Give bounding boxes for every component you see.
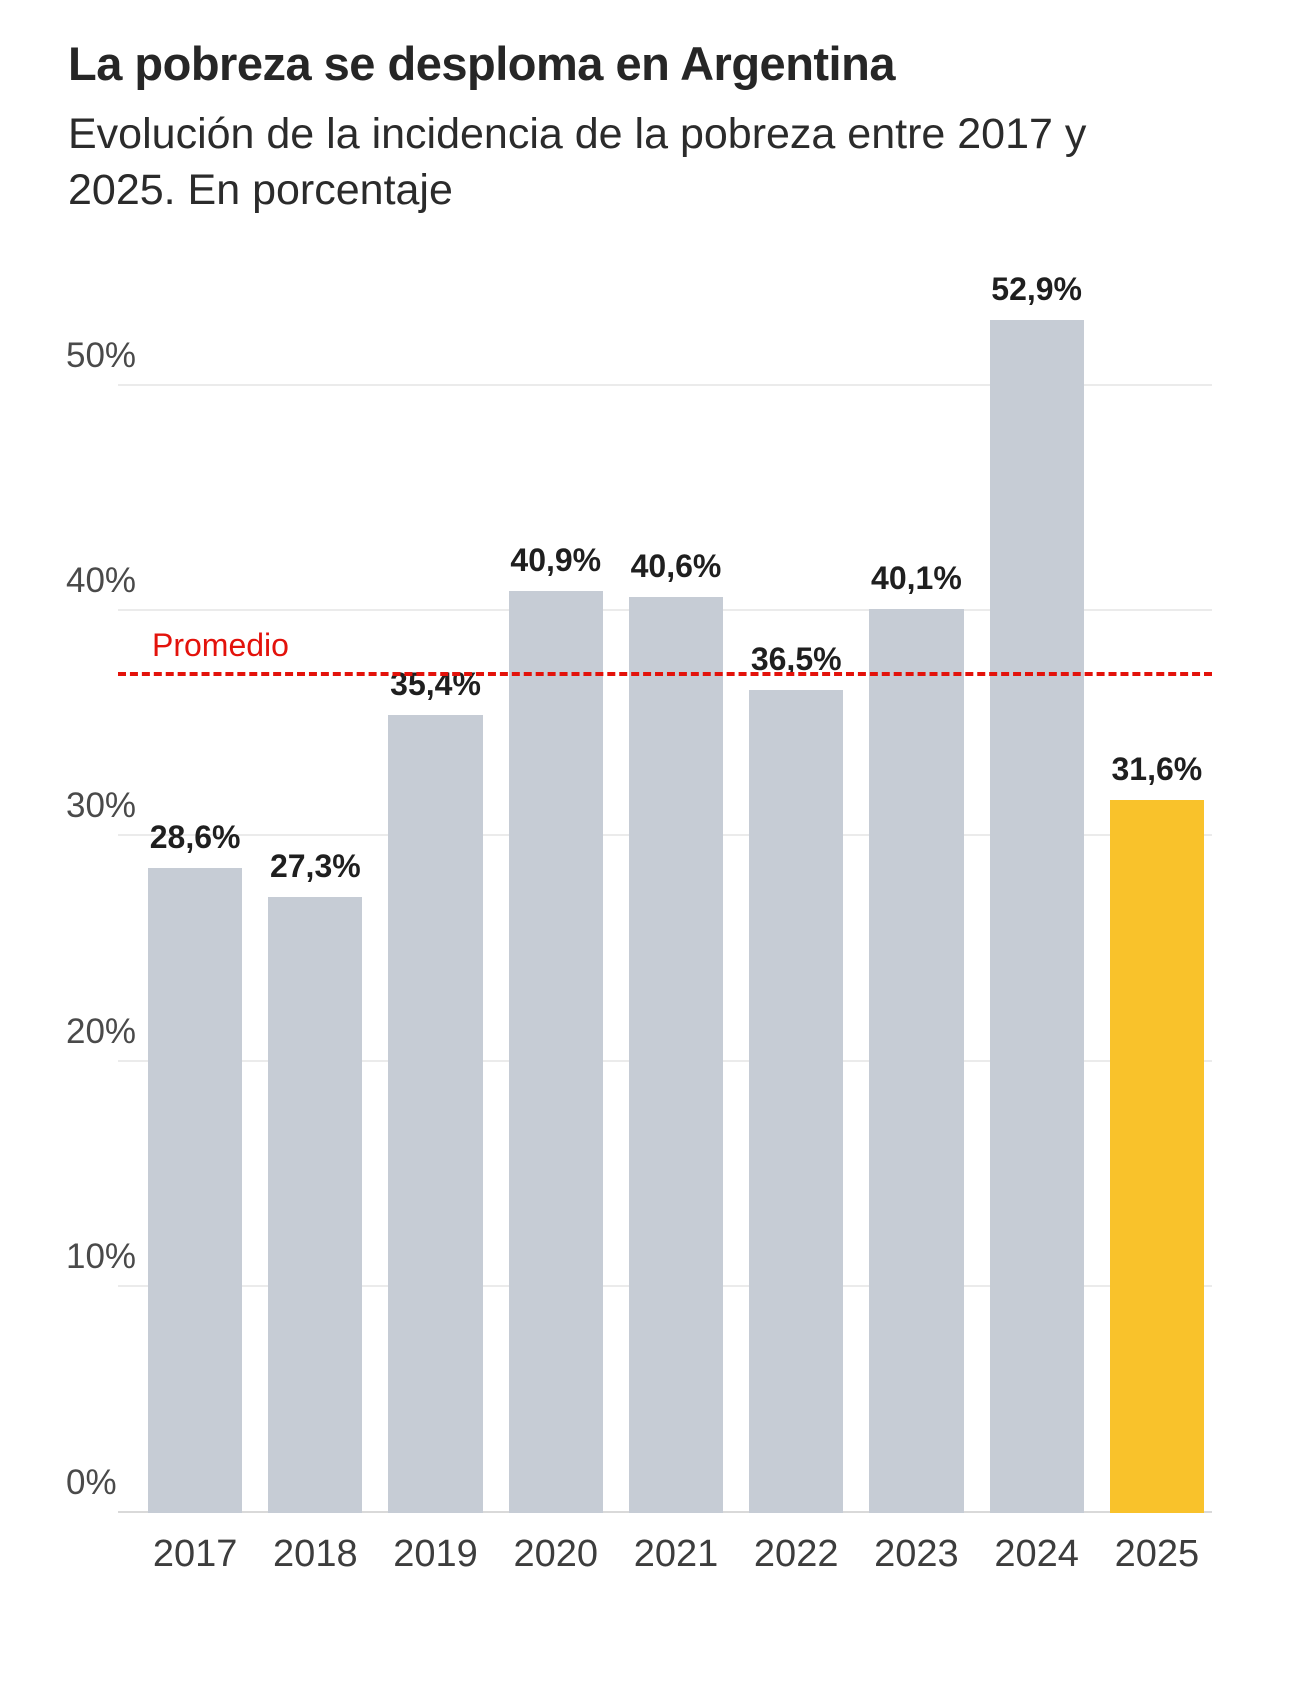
y-tick-label-10: 10% [66, 1237, 137, 1277]
bar-2023 [869, 608, 964, 1513]
y-tick-label-50: 50% [66, 335, 137, 375]
average-reference-line [118, 672, 1212, 677]
bar-cell-2024: 52,9% [989, 271, 1084, 1513]
bar-2017 [148, 867, 243, 1513]
chart-title: La pobreza se desploma en Argentina [68, 37, 895, 90]
x-tick-2023: 2023 [874, 1532, 959, 1575]
bar-2018 [268, 897, 363, 1513]
bars-row: 28,6% 27,3% 35,4% 40,9% 40,6% 36,5% 40,1% 52,9%… [140, 271, 1212, 1513]
bar-value-label-2018: 27,3% [269, 848, 361, 885]
bar-cell-2018: 27,3% [268, 273, 363, 1513]
x-tick-2024: 2024 [994, 1532, 1079, 1575]
bar-cell-2023: 40,1% [869, 273, 964, 1513]
bar-cell-2020: 40,9% [508, 273, 603, 1513]
x-tick-2019: 2019 [393, 1532, 478, 1575]
bar-cell-2025: 31,6% [1109, 273, 1204, 1513]
bar-value-label-2025: 31,6% [1111, 751, 1203, 788]
y-tick-label-20: 20% [66, 1011, 137, 1051]
x-tick-2025: 2025 [1114, 1532, 1200, 1575]
bar-cell-2017: 28,6% [148, 273, 243, 1513]
bar-cell-2021: 40,6% [628, 273, 724, 1513]
x-tick-2021: 2021 [633, 1532, 719, 1575]
x-tick-2022: 2022 [753, 1532, 839, 1575]
chart-header: La pobreza se desploma en Argentina Evol… [68, 36, 1212, 219]
bar-value-label-2022: 36,5% [750, 640, 842, 677]
bar-cell-2022: 36,5% [749, 273, 844, 1513]
bar-value-label-2023: 40,1% [871, 559, 962, 596]
bar-2024 [989, 320, 1084, 1513]
x-tick-2020: 2020 [513, 1532, 599, 1575]
plot-area: 0% 10% 20% 30% 40% 50% 28,6% 27,3% 35,4% 40,9% 40,… [66, 271, 1212, 1513]
bar-value-label-2024: 52,9% [991, 271, 1083, 308]
gridline-50 [118, 383, 1212, 386]
chart-subtitle: Evolución de la incidencia de la pobreza… [68, 110, 1087, 214]
bar-value-label-2017: 28,6% [149, 818, 241, 855]
x-tick-2018: 2018 [273, 1532, 358, 1575]
y-tick-label-0: 0% [66, 1462, 117, 1502]
x-tick-2017: 2017 [152, 1532, 238, 1575]
bar-2025 [1109, 800, 1204, 1513]
x-axis-labels: 2017 2018 2019 2020 2021 2022 2023 2024 2025 [140, 1533, 1212, 1576]
bar-value-label-2021: 40,6% [630, 548, 722, 585]
bar-2019 [388, 714, 483, 1513]
bar-value-label-2019: 35,4% [390, 665, 481, 702]
average-reference-label: Promedio [152, 627, 289, 664]
bar-2022 [749, 689, 844, 1513]
y-tick-label-40: 40% [66, 560, 137, 600]
bar-2020 [508, 590, 603, 1513]
bar-chart: 0% 10% 20% 30% 40% 50% 28,6% 27,3% 35,4% 40,9% 40,… [66, 271, 1212, 1576]
y-tick-label-30: 30% [66, 786, 137, 826]
bar-value-label-2020: 40,9% [510, 541, 602, 578]
bar-2021 [628, 597, 724, 1513]
bar-cell-2019: 35,4% [388, 273, 483, 1513]
